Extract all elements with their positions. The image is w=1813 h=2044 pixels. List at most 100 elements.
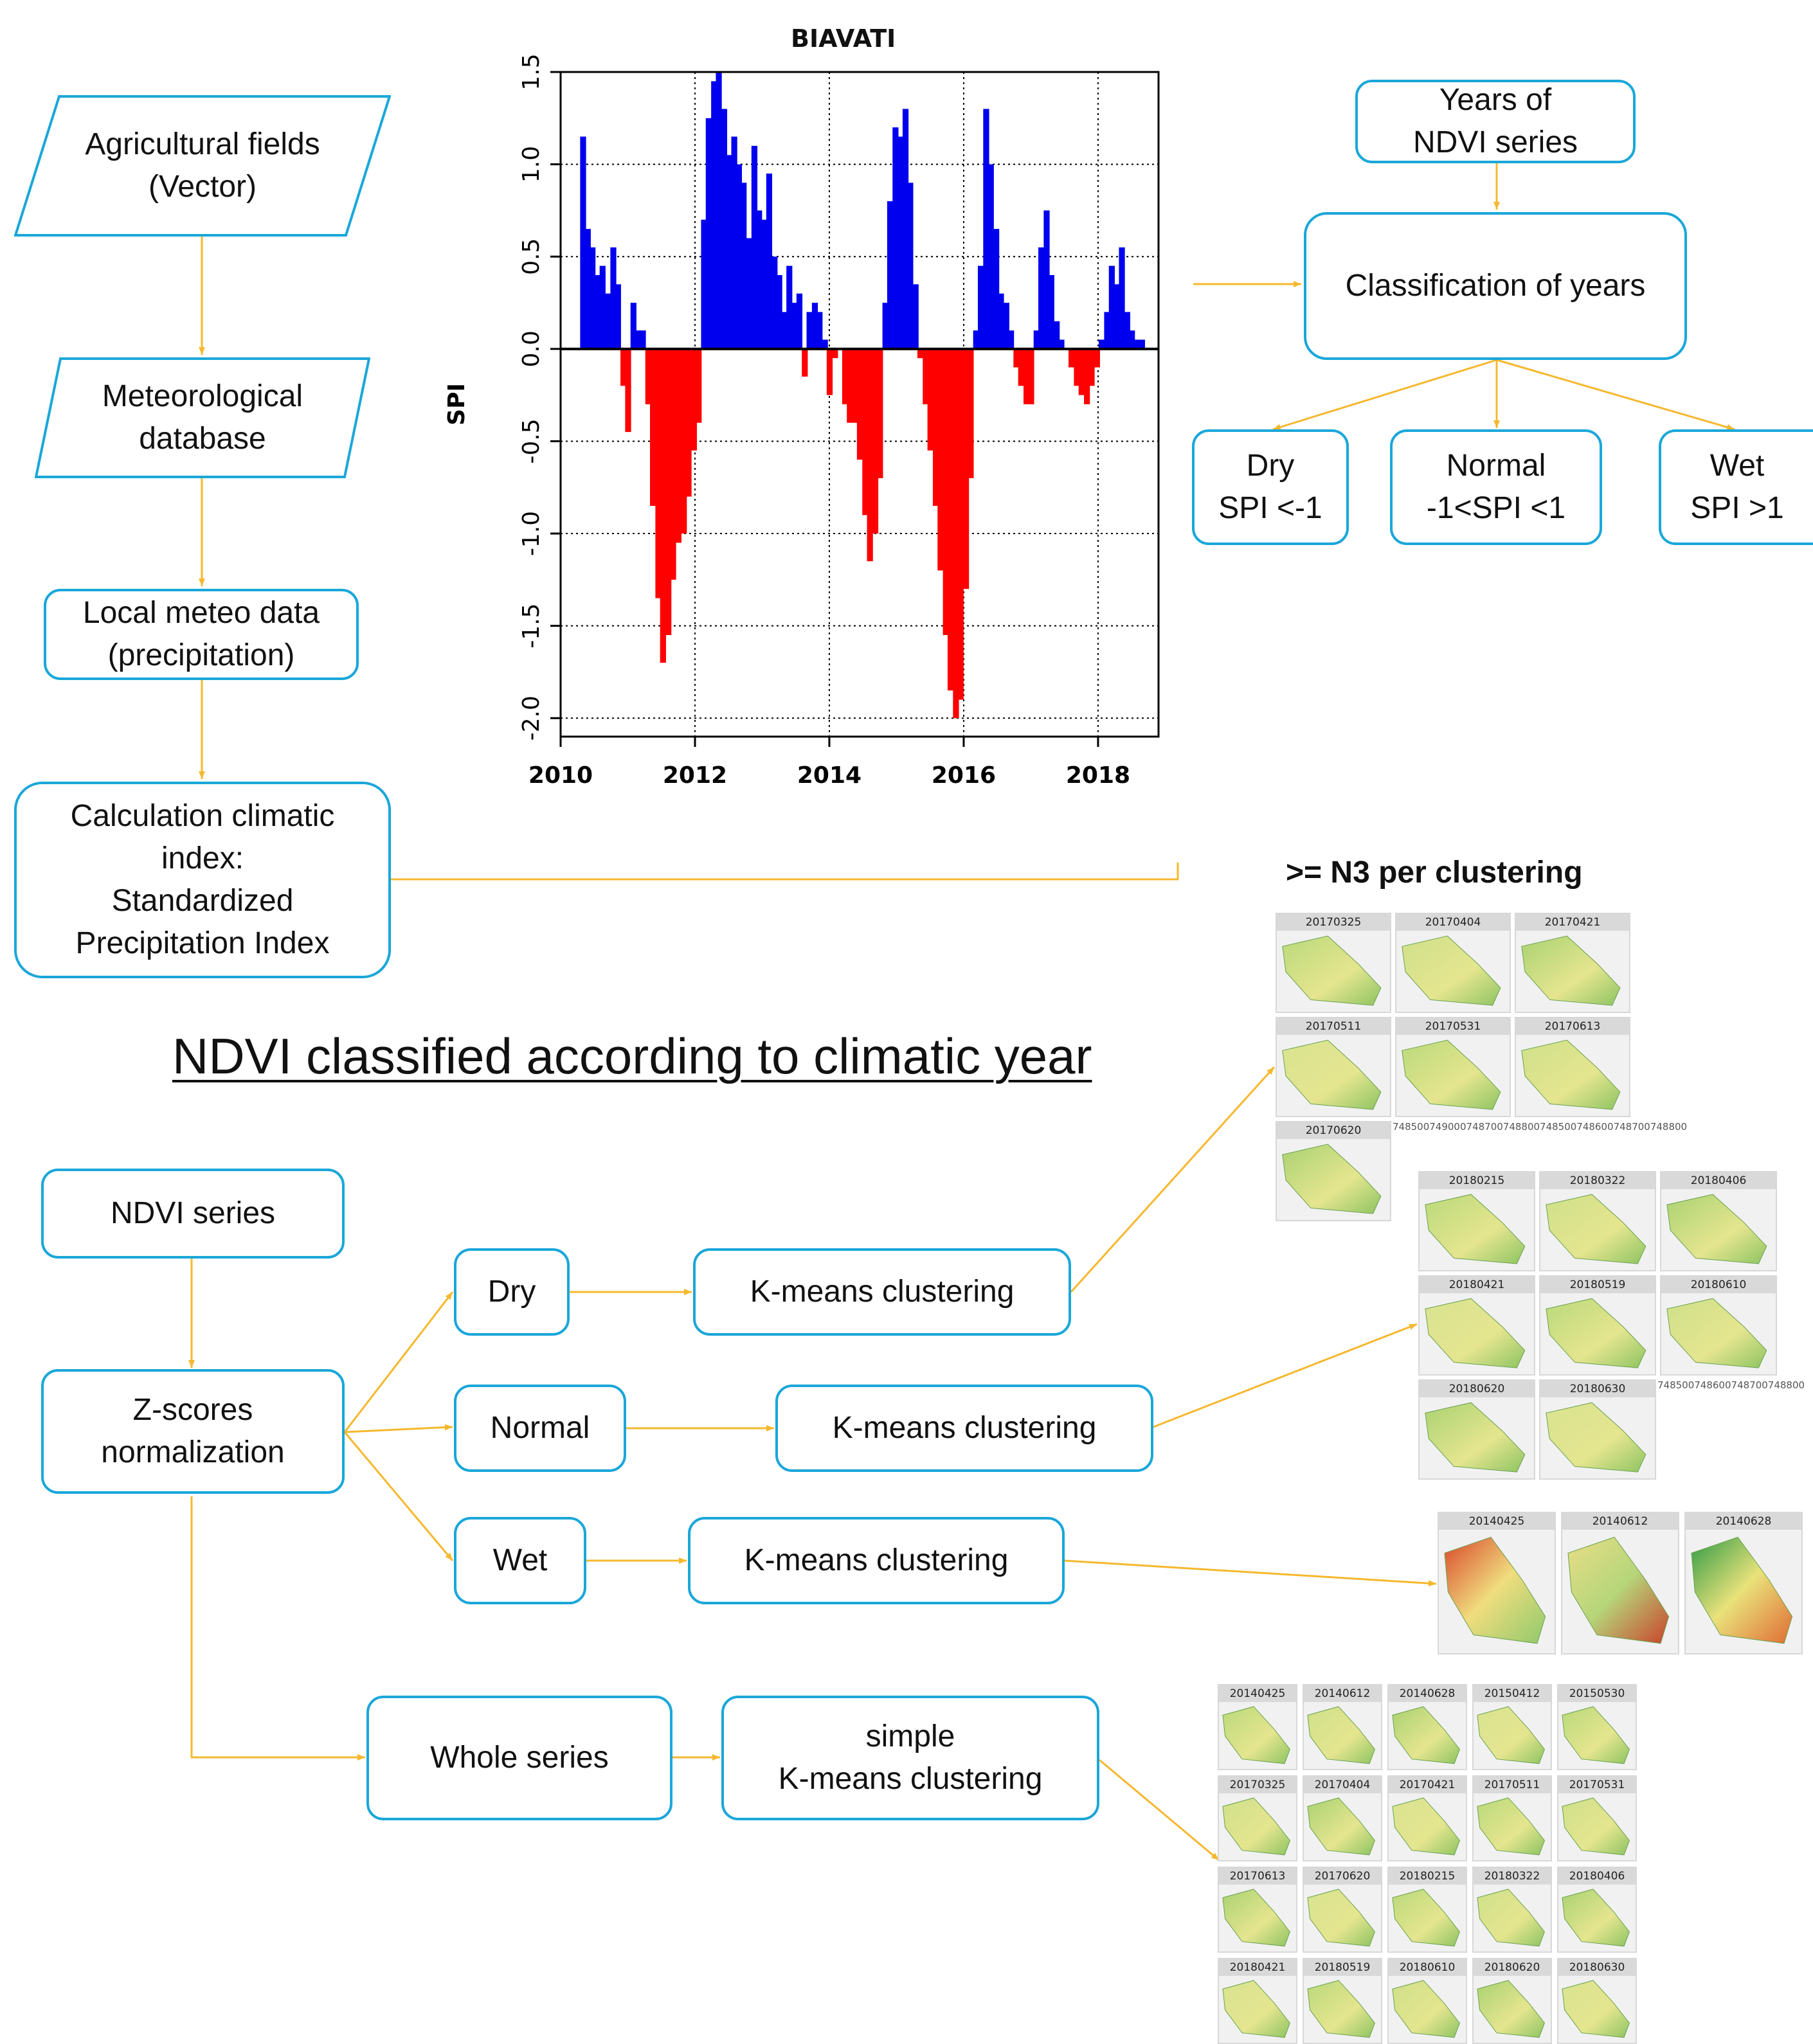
spi-bar bbox=[1043, 210, 1050, 349]
kmeans-dry-label: K-means clustering bbox=[750, 1275, 1015, 1309]
spi-bar bbox=[665, 348, 672, 636]
ndvi-map-icon bbox=[1307, 1797, 1375, 1856]
ndvi-thumbnail: 20180406 bbox=[1557, 1867, 1637, 1953]
spi-bar bbox=[615, 284, 621, 349]
ndvi-thumbnail: 20170511 bbox=[1472, 1775, 1552, 1861]
spi-bar bbox=[1028, 348, 1034, 404]
ndvi-map-icon bbox=[1392, 1706, 1460, 1764]
spi-bar bbox=[937, 348, 944, 571]
ndvi-thumbnail: 20140628 bbox=[1684, 1512, 1803, 1654]
spi-bar bbox=[1024, 348, 1030, 404]
ndvi-map-icon bbox=[1222, 1980, 1290, 2038]
spi-bar bbox=[907, 183, 914, 349]
spi-bar bbox=[1084, 348, 1090, 404]
ndvi-thumbnail: 20180519 bbox=[1303, 1958, 1382, 2044]
thumbnail-date-label: 20170404 bbox=[1396, 914, 1510, 931]
ndvi-map-icon bbox=[1546, 1194, 1646, 1264]
arrow-z-to-normal bbox=[344, 1424, 453, 1433]
wet-label: Wet bbox=[492, 1543, 548, 1577]
spi-bar bbox=[726, 155, 732, 349]
spi-bar bbox=[1088, 348, 1095, 386]
ndvi-thumbnail: 20170404 bbox=[1395, 913, 1511, 1013]
ndvi-series-label: NDVI series bbox=[110, 1196, 276, 1230]
spi-bar bbox=[650, 348, 656, 506]
spi-bar bbox=[1074, 348, 1080, 386]
ndvi-map-icon bbox=[1546, 1298, 1646, 1368]
y-tick-label: 0.0 bbox=[518, 330, 545, 367]
thumbnail-date-label: 20140425 bbox=[1219, 1685, 1296, 1702]
spi-bar bbox=[696, 348, 702, 423]
ndvi-map-icon bbox=[1282, 1143, 1382, 1214]
spi-bar bbox=[897, 136, 903, 349]
dry-label: Dry bbox=[487, 1275, 536, 1309]
ndvi-thumbnail: 20170613 bbox=[1515, 1017, 1630, 1117]
kmeans-wet-node: K-means clustering bbox=[688, 1517, 1065, 1604]
class-normal-label: Normal -1<SPI <1 bbox=[1426, 449, 1566, 525]
ndvi-map-icon bbox=[1562, 1706, 1630, 1764]
thumbnail-date-label: 20140628 bbox=[1389, 1685, 1466, 1702]
chart-title: BIAVATI bbox=[791, 24, 896, 53]
spi-bar bbox=[1139, 339, 1145, 349]
kmeans-whole-node: simple K-means clustering bbox=[721, 1696, 1099, 1820]
x-tick-label: 2010 bbox=[528, 762, 593, 789]
spi-bar bbox=[811, 303, 818, 349]
spi-bar bbox=[917, 348, 924, 359]
agricultural-fields-node: Agricultural fields (Vector) bbox=[14, 95, 391, 237]
classification-label: Classification of years bbox=[1345, 269, 1646, 303]
ndvi-map-icon bbox=[1307, 1980, 1375, 2038]
arrow-kmwhole-to-thumbs bbox=[1099, 1759, 1220, 1861]
spi-bar bbox=[1048, 274, 1054, 349]
ndvi-thumbnail: 20180610 bbox=[1387, 1958, 1467, 2044]
ndvi-thumbnail: 20180620 bbox=[1472, 1958, 1552, 2044]
thumbnail-date-label: 20150530 bbox=[1558, 1685, 1636, 1702]
spi-chart: 1.5 1.0 0.5 0.0 -0.5 -1.0 -1.5 -2.0 2010 2012 2014… bbox=[444, 53, 1160, 789]
spi-bar bbox=[791, 303, 798, 349]
spi-bar bbox=[731, 136, 737, 349]
spi-bar bbox=[943, 348, 949, 636]
ndvi-map-icon bbox=[1562, 1888, 1630, 1947]
spi-bar bbox=[1007, 330, 1015, 349]
spi-bar bbox=[957, 348, 964, 700]
thumbnail-date-label: 20140612 bbox=[1562, 1513, 1678, 1530]
y-axis-label: SPI bbox=[444, 383, 470, 426]
spi-bar bbox=[802, 348, 808, 377]
spi-bar bbox=[716, 72, 722, 349]
ndvi-map-icon bbox=[1521, 935, 1621, 1006]
y-tick-label: -2.0 bbox=[518, 695, 545, 740]
arrow-z-to-whole bbox=[190, 1496, 365, 1761]
spi-bar bbox=[842, 348, 849, 404]
ndvi-thumbnail: 20180215 bbox=[1418, 1171, 1535, 1271]
spi-bar bbox=[756, 210, 762, 349]
spi-bar bbox=[912, 284, 919, 349]
thumbnail-date-label: 20180215 bbox=[1420, 1172, 1534, 1189]
arrow-z-to-dry bbox=[343, 1291, 454, 1433]
arrow-kmwet-to-thumbs bbox=[1064, 1559, 1437, 1587]
ndvi-map-icon bbox=[1222, 1797, 1290, 1856]
thumbnail-date-label: 20170421 bbox=[1516, 914, 1629, 931]
ndvi-thumbnail: 20170325 bbox=[1218, 1775, 1297, 1861]
thumbnail-date-label: 20180620 bbox=[1420, 1381, 1534, 1397]
thumbnail-date-label: 20170511 bbox=[1474, 1777, 1551, 1793]
thumbnail-date-label: 20170620 bbox=[1304, 1868, 1381, 1885]
ndvi-map-icon bbox=[1562, 1797, 1630, 1856]
thumbnail-date-label: 20170620 bbox=[1277, 1122, 1390, 1139]
spi-bar bbox=[635, 330, 642, 349]
ndvi-thumbnail: 20170404 bbox=[1303, 1775, 1382, 1861]
whole-series-label: Whole series bbox=[430, 1741, 609, 1775]
y-tick-label: -0.5 bbox=[518, 418, 545, 463]
ndvi-thumbnail: 20140628 bbox=[1387, 1684, 1467, 1770]
thumbnail-date-label: 20150412 bbox=[1474, 1685, 1551, 1702]
spi-bar bbox=[670, 348, 676, 580]
class-dry-label: Dry SPI <-1 bbox=[1218, 449, 1322, 525]
spi-bar bbox=[1058, 339, 1065, 349]
thumbnail-date-label: 20140628 bbox=[1686, 1513, 1801, 1530]
spi-bar bbox=[685, 348, 692, 497]
n3-per-clustering-label: >= N3 per clustering bbox=[1286, 856, 1583, 890]
class-normal-node: Normal -1<SPI <1 bbox=[1390, 429, 1602, 545]
years-ndvi-label: Years of NDVI series bbox=[1412, 83, 1578, 159]
ndvi-thumbnail: 20170620 bbox=[1276, 1121, 1391, 1221]
agricultural-fields-label: Agricultural fields (Vector) bbox=[85, 127, 320, 204]
spi-bar bbox=[932, 348, 939, 506]
class-dry-node: Dry SPI <-1 bbox=[1192, 429, 1349, 545]
